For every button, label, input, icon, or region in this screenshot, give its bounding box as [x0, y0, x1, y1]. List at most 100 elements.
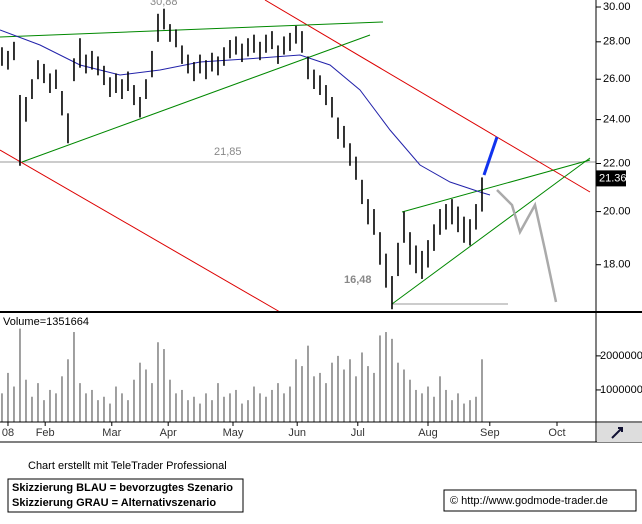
volume-bar [313, 376, 315, 422]
volume-bar [169, 379, 171, 422]
volume-bar [445, 389, 447, 422]
triangle-lower [391, 157, 591, 305]
volume-bar [301, 366, 303, 422]
volume-bar [235, 389, 237, 422]
volume-bar [337, 355, 339, 422]
credit: Chart erstellt mit TeleTrader Profession… [28, 460, 227, 472]
volume-bar [265, 396, 267, 422]
legend-grey: Skizzierung GRAU = Alternativszenario [12, 497, 216, 509]
volume-bar [229, 393, 231, 422]
volume-bar [199, 403, 201, 422]
volume-bar [439, 376, 441, 422]
volume-bar [361, 352, 363, 422]
source: © http://www.godmode-trader.de [450, 495, 608, 507]
volume-bar [43, 400, 45, 422]
volume-bar [457, 393, 459, 422]
volume-bar [13, 386, 15, 422]
volume-bar [403, 369, 405, 422]
volume-bar [367, 366, 369, 422]
volume-bar [67, 359, 69, 422]
volume-bar [415, 389, 417, 422]
volume-bar [49, 389, 51, 422]
volume-bar [151, 383, 153, 422]
x-tick-label: Mar [102, 427, 121, 439]
trend-upper [0, 21, 384, 38]
volume-bar [181, 389, 183, 422]
volume-bar [1, 393, 3, 422]
volume-bar [343, 369, 345, 422]
triangle-upper [401, 159, 591, 213]
y-tick-label: 2000000 [600, 350, 642, 362]
source-box [443, 489, 637, 512]
volume-bar [355, 376, 357, 422]
volume-bar [283, 393, 285, 422]
volume-bar [37, 383, 39, 422]
x-tick-label: Oct [548, 427, 565, 439]
volume-bar [25, 379, 27, 422]
y-tick-label: 28.00 [603, 36, 631, 48]
legend-box [7, 478, 244, 513]
volume-bar [325, 383, 327, 422]
plot-area: 18.00 20.00 22.00 24.00 26.00 28.00 30.00 21.36… [1, 0, 642, 439]
volume-bar [145, 369, 147, 422]
volume-bar [133, 379, 135, 422]
volume-bar [109, 403, 111, 422]
y-tick-label: 24.00 [603, 113, 631, 125]
volume-bar [55, 393, 57, 422]
volume-bar [121, 393, 123, 422]
volume-bar [19, 328, 21, 422]
moving-average [0, 29, 491, 196]
volume-bar [271, 389, 273, 422]
volume-bar [187, 400, 189, 422]
volume-bar [463, 403, 465, 422]
volume-bar [277, 383, 279, 422]
x-tick-label: Feb [36, 427, 55, 439]
volume-bar [103, 396, 105, 422]
grey-scenario [496, 189, 558, 303]
volume-bar [391, 338, 393, 422]
annotation: 30,88 [150, 0, 178, 8]
trend-lower [21, 34, 371, 163]
y-tick-label: 1000000 [600, 384, 642, 396]
volume-bar [481, 359, 483, 422]
volume-bar [211, 400, 213, 422]
volume-bar [373, 372, 375, 422]
volume-bar [175, 393, 177, 422]
nav-button[interactable] [597, 423, 642, 442]
volume-bar [7, 372, 9, 422]
volume-bar [421, 393, 423, 422]
x-tick-label: Apr [160, 427, 177, 439]
y-tick-label: 20.00 [603, 205, 631, 217]
volume-bar [61, 376, 63, 422]
volume-bar [127, 400, 129, 422]
volume-bar [475, 396, 477, 422]
annotation: 16,48 [344, 274, 372, 286]
annotation: 21,85 [214, 146, 242, 158]
volume-bar [427, 386, 429, 422]
volume-bar [91, 389, 93, 422]
channel-lower [0, 149, 281, 313]
x-tick-label: Jul [351, 427, 365, 439]
legend-blue: Skizzierung BLAU = bevorzugtes Szenario [12, 482, 233, 494]
volume-bar [319, 372, 321, 422]
volume-bar [289, 386, 291, 422]
volume-bar [247, 400, 249, 422]
volume-bar [85, 393, 87, 422]
nav-icon [611, 427, 623, 439]
x-tick-label: Sep [480, 427, 500, 439]
y-tick-label: 30.00 [603, 1, 631, 13]
x-tick-label: Jun [288, 427, 306, 439]
volume-bar [385, 332, 387, 422]
y-tick-label: 18.00 [603, 259, 631, 271]
volume-bar [217, 383, 219, 422]
volume-bar [193, 396, 195, 422]
volume-bar [451, 400, 453, 422]
volume-bar [469, 400, 471, 422]
last-price-label: 21.36 [599, 172, 627, 184]
volume-bar [73, 332, 75, 422]
volume-bar [253, 386, 255, 422]
volume-bar [115, 386, 117, 422]
x-tick-label: 08 [2, 427, 14, 439]
volume-bar [163, 349, 165, 422]
y-tick-label: 22.00 [603, 157, 631, 169]
